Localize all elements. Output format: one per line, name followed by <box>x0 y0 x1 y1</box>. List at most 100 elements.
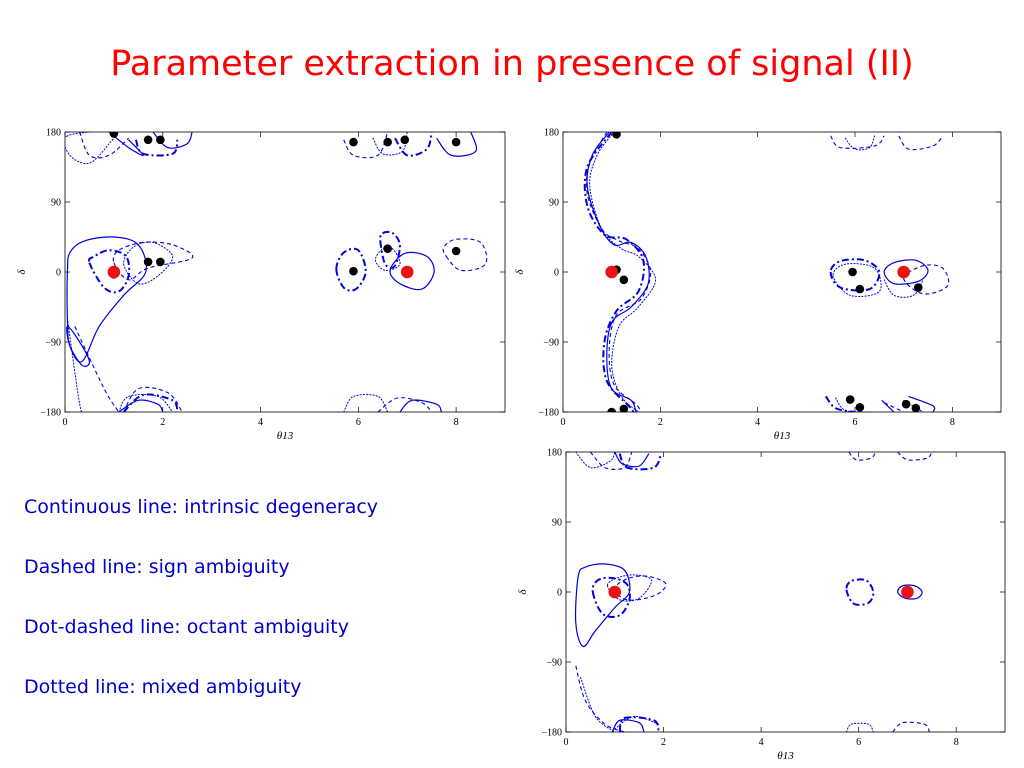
true-value-point <box>605 265 618 279</box>
line-style-legend: Continuous line: intrinsic degeneracy Da… <box>24 496 504 736</box>
degenerate-solution-point <box>607 407 616 412</box>
x-tick-label: 6 <box>356 417 361 428</box>
degenerate-solution-point <box>143 257 153 267</box>
degenerate-solution-point <box>612 132 621 139</box>
contour-dashed <box>575 665 625 732</box>
y-tick-label: −180 <box>40 408 61 419</box>
x-tick-label: 2 <box>661 737 666 748</box>
degenerate-solution-point <box>383 244 392 253</box>
contour-dashed <box>892 721 930 732</box>
plot-frame <box>64 131 506 413</box>
degenerate-solution-point <box>845 395 855 404</box>
degenerate-solution-point <box>156 257 165 267</box>
contour-dashed <box>830 135 885 149</box>
x-tick-label: 6 <box>856 737 861 748</box>
contour-dashdot <box>845 578 875 606</box>
x-tick-label: 8 <box>950 417 955 428</box>
degenerate-solution-point <box>349 266 358 276</box>
contour-solid <box>108 132 144 157</box>
degenerate-solution-point <box>349 137 358 147</box>
contour-dotted <box>66 318 86 412</box>
true-value-point <box>400 265 414 279</box>
degenerate-solution-point <box>451 137 461 147</box>
contour-dashed <box>848 452 877 461</box>
y-tick-label: −90 <box>546 658 562 669</box>
y-tick-label: 0 <box>554 268 559 279</box>
contour-dashdot <box>824 395 856 412</box>
contour-dashed <box>589 452 633 471</box>
y-tick-label: 180 <box>547 448 562 459</box>
contour-dashdot <box>335 247 367 292</box>
plot-bottom-right: 0 2 4 6 8 −180 −90 0 90 180 θ13 δ <box>517 448 1006 762</box>
x-tick-label: 2 <box>160 417 165 428</box>
contour-dotted <box>589 132 657 412</box>
y-axis-label: δ <box>514 269 526 275</box>
degenerate-solution-point <box>619 404 629 412</box>
contour-dashed <box>585 132 652 412</box>
degenerate-solution-point <box>109 132 119 138</box>
y-tick-label: 180 <box>544 128 559 139</box>
degenerate-solution-point <box>911 403 921 412</box>
x-tick-label: 8 <box>954 737 959 748</box>
contour-dashed <box>112 241 194 281</box>
slide-title: Parameter extraction in presence of sign… <box>110 44 914 84</box>
legend-continuous: Continuous line: intrinsic degeneracy <box>24 496 379 518</box>
degenerate-solution-point <box>619 275 629 285</box>
plot-area <box>574 452 933 732</box>
contour-dotted <box>575 452 616 469</box>
x-tick-label: 0 <box>564 737 569 748</box>
true-value-point <box>901 585 914 599</box>
contour-solid <box>399 399 442 412</box>
contour-solid <box>611 719 645 732</box>
y-axis-label: δ <box>517 589 529 595</box>
contour-solid <box>614 452 650 468</box>
x-tick-label: 4 <box>755 417 760 428</box>
true-value-point <box>897 265 910 279</box>
contour-solid <box>586 132 650 412</box>
contour-dashdot <box>134 139 179 157</box>
contour-solid <box>389 251 435 291</box>
contour-dashdot <box>583 132 646 412</box>
contour-solid <box>897 584 923 600</box>
contour-dashed <box>614 575 667 601</box>
contour-dashed <box>123 386 183 412</box>
plot-top-right: 0 2 4 6 8 −180 −90 0 90 180 θ13 δ <box>514 128 1002 442</box>
contour-dotted <box>65 132 118 165</box>
degenerate-solution-point <box>143 135 153 145</box>
plot-frame <box>562 131 1002 413</box>
plot-area <box>583 132 950 412</box>
x-axis-label: θ13 <box>774 430 791 442</box>
degenerate-solution-point <box>451 246 461 256</box>
contour-dashdot <box>618 453 663 471</box>
y-tick-label: −180 <box>541 728 562 739</box>
true-value-point <box>107 265 121 279</box>
contour-dashed <box>898 135 944 151</box>
y-tick-label: −180 <box>538 408 559 419</box>
x-tick-label: 6 <box>853 417 858 428</box>
contour-dotted <box>832 263 882 297</box>
y-tick-label: −90 <box>45 338 61 349</box>
y-tick-label: 90 <box>549 198 559 209</box>
x-tick-label: 2 <box>658 417 663 428</box>
degenerate-solution-point <box>855 403 865 412</box>
plot-top-left: 0 2 4 6 8 −180 −90 0 90 180 θ13 δ <box>16 128 506 442</box>
y-tick-label: 180 <box>46 128 61 139</box>
contour-dashdot <box>122 393 179 412</box>
plot-frame <box>565 451 1006 733</box>
degenerate-solution-point <box>156 135 165 145</box>
contour-dashed <box>377 397 433 412</box>
contour-solid <box>881 399 895 412</box>
degenerate-solution-point <box>901 399 911 409</box>
contour-dashed <box>442 238 488 272</box>
contour-dashdot <box>88 249 131 294</box>
contour-dotted <box>835 397 871 412</box>
degenerate-solution-point <box>913 283 923 292</box>
contour-solid <box>118 399 164 412</box>
contour-dotted <box>123 241 174 285</box>
legend-dot-dashed: Dot-dashed line: octant ambiguity <box>24 616 349 638</box>
contour-dashed <box>883 402 904 412</box>
x-tick-label: 0 <box>561 417 566 428</box>
contour-dashdot <box>618 716 660 732</box>
contour-solid <box>908 395 936 412</box>
y-tick-label: 90 <box>552 518 562 529</box>
